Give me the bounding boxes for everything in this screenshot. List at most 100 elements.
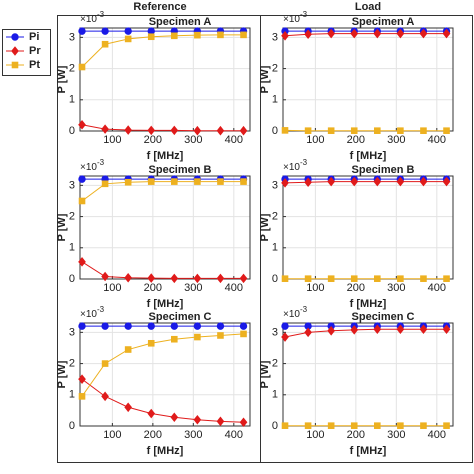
marker [327,422,335,429]
marker [101,124,109,134]
marker [101,271,109,282]
y-tick-label: 3 [69,179,75,191]
y-axis-label: P [W] [56,213,68,241]
plot-area [283,176,453,279]
y-tick-label: 2 [272,62,278,74]
marker [442,28,451,39]
marker [327,176,336,187]
marker [419,176,428,187]
x-tick-label: 200 [144,282,162,294]
multiplier-exponent: -3 [300,305,308,314]
marker [193,414,202,425]
multiplier-base: ×10 [80,162,97,173]
marker [374,127,381,134]
y-tick-label: 3 [69,326,75,338]
x-tick-label: 300 [387,134,405,146]
y-axis-label: P [W] [56,65,68,93]
marker [397,127,404,134]
y-tick-label: 0 [272,273,278,285]
multiplier-base: ×10 [80,309,97,320]
y-tick-label: 2 [69,62,75,74]
x-tick-label: 200 [144,429,162,441]
x-tick-label: 400 [428,282,446,294]
multiplier-exponent: -3 [300,10,308,19]
y-tick-label: 3 [69,31,75,43]
marker [124,402,133,413]
multiplier-exponent: -3 [300,158,308,167]
legend-box [2,29,51,76]
x-tick-label: 400 [225,429,243,441]
x-tick-label: 400 [225,134,243,146]
marker [147,408,156,419]
marker [147,339,155,347]
marker [396,324,405,335]
marker [397,275,404,282]
axis-multiplier: ×10-3 [80,305,105,320]
marker [281,31,289,41]
plot-area [80,176,250,279]
marker [350,325,359,335]
marker [78,374,86,384]
y-tick-label: 3 [272,31,278,43]
axis-multiplier: ×10-3 [283,305,308,320]
x-axis-label: f [MHz] [147,445,184,457]
series-line [81,34,244,68]
y-axis-label: P [W] [56,360,68,388]
multiplier-base: ×10 [283,309,300,320]
marker [78,119,86,130]
column-title: Load [355,1,381,13]
marker [124,27,132,35]
x-tick-label: 300 [184,134,202,146]
multiplier-exponent: -3 [97,10,105,19]
marker [350,176,359,187]
y-tick-label: 2 [69,357,75,369]
marker [124,322,132,330]
series-line [81,181,244,202]
axes-box [79,27,251,132]
chart-title: Specimen B [352,164,415,176]
x-tick-label: 200 [347,134,365,146]
legend-label: Pi [29,31,39,43]
marker [101,180,109,188]
marker [147,27,155,35]
x-tick-label: 300 [184,282,202,294]
x-axis-label: f [MHz] [147,298,184,310]
marker [124,272,133,283]
y-axis-label: P [W] [259,213,271,241]
marker [101,391,109,402]
multiplier-base: ×10 [283,14,300,25]
marker [327,127,335,134]
x-tick-label: 200 [347,282,365,294]
y-tick-label: 0 [272,420,278,432]
axes-box [79,175,251,280]
marker [240,178,247,185]
y-tick-label: 1 [272,94,278,106]
x-tick-label: 100 [103,429,121,441]
marker [350,28,359,39]
marker [147,273,156,283]
y-tick-label: 1 [69,242,75,254]
x-tick-label: 100 [306,429,324,441]
y-tick-label: 0 [69,273,75,285]
multiplier-base: ×10 [80,14,97,25]
marker [193,125,202,136]
y-axis-label: P [W] [259,360,271,388]
y-tick-label: 3 [272,179,278,191]
marker [240,31,247,39]
marker [101,27,109,35]
plot-area [283,28,453,131]
marker [304,29,312,40]
marker [373,176,382,187]
marker [124,35,132,43]
axis-multiplier: ×10-3 [283,10,308,25]
x-tick-label: 300 [387,282,405,294]
marker [217,178,224,185]
marker [350,275,358,282]
marker [147,125,156,136]
axis-multiplier: ×10-3 [283,158,308,173]
marker [193,273,202,284]
marker [420,127,427,134]
figure-frame [57,15,473,463]
series-line [285,181,447,184]
legend-label: Pr [29,45,41,57]
